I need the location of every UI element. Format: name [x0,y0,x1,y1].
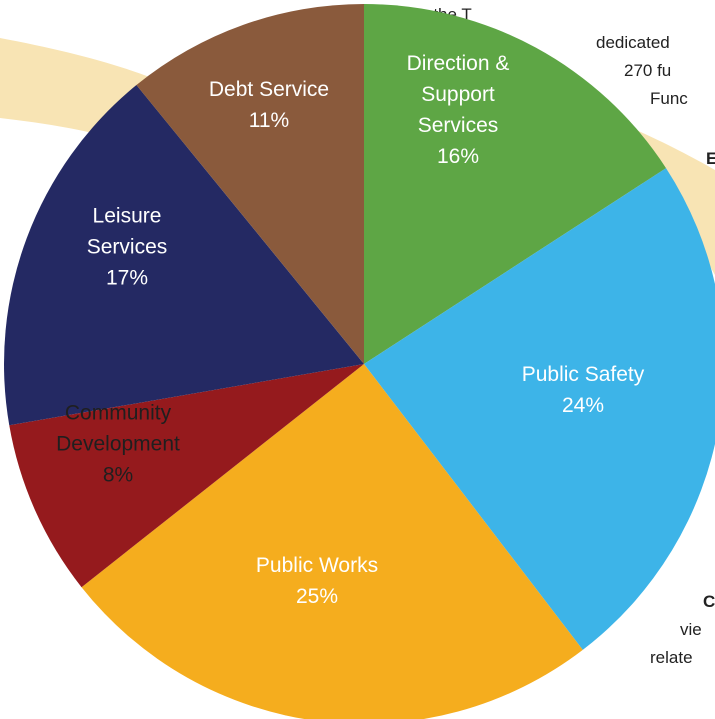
background-text-line: dedicated [596,33,670,52]
slice-category-label: Services [418,114,499,137]
pie-slice [364,4,667,364]
background-text-line: vie [680,620,702,639]
slice-value-label: 17% [106,267,148,290]
slice-value-label: 8% [103,464,133,487]
slice-category-label: Services [87,236,168,259]
slice-category-label: Leisure [93,205,162,228]
slice-value-label: 16% [437,145,479,168]
slice-label: Debt Service 11% [209,78,329,132]
pie-slice [364,168,715,650]
background-text-line: Func [650,89,688,108]
pie-slice [136,4,364,364]
slice-value-label: 11% [249,109,289,132]
slice-category-label: Public Works [256,554,378,577]
slice-category-label: Development [56,433,180,456]
slice-label: Direction & Support Services 16% [407,52,510,168]
pie-slices [4,4,715,719]
pie-slice [9,364,364,588]
slice-label: Public Works 25% [256,554,378,608]
slice-label: Public Safety 24% [522,363,645,417]
slice-label: Community Development 8% [56,402,180,487]
slice-category-label: Support [421,83,495,106]
background-text-line: C [703,592,715,611]
slice-category-label: Debt Service [209,78,329,101]
slice-category-label: Community [65,402,172,425]
slice-value-label: 25% [296,585,338,608]
pie-labels: Direction & Support Services 16% Public Safe… [56,52,645,608]
slice-category-label: Direction & [407,52,510,75]
background-text-line: relate [650,648,693,667]
pie-slice [81,364,583,719]
pie-slice [4,85,364,426]
background-text-line: E [706,149,715,168]
slice-value-label: 24% [562,394,604,417]
background-text-line: 270 fu [624,61,672,80]
slice-label: Leisure Services 17% [87,205,168,290]
slice-category-label: Public Safety [522,363,645,386]
